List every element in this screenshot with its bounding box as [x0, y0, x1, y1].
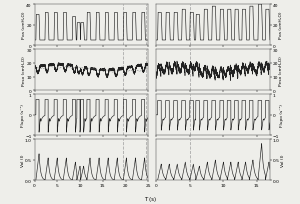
- Y-axis label: Pva (cmH₂O): Pva (cmH₂O): [279, 12, 283, 39]
- Y-axis label: Flupo (s⁻¹): Flupo (s⁻¹): [21, 104, 25, 127]
- Y-axis label: Peso (cmH₂O): Peso (cmH₂O): [279, 55, 283, 85]
- Y-axis label: Peso (cmH₂O): Peso (cmH₂O): [22, 55, 26, 85]
- Y-axis label: Pva (cmH₂O): Pva (cmH₂O): [22, 12, 26, 39]
- Y-axis label: Flupo (s⁻¹): Flupo (s⁻¹): [280, 104, 284, 127]
- Y-axis label: Vol (l): Vol (l): [280, 154, 285, 166]
- Y-axis label: Vol (l): Vol (l): [21, 154, 25, 166]
- Text: T (s): T (s): [144, 196, 156, 201]
